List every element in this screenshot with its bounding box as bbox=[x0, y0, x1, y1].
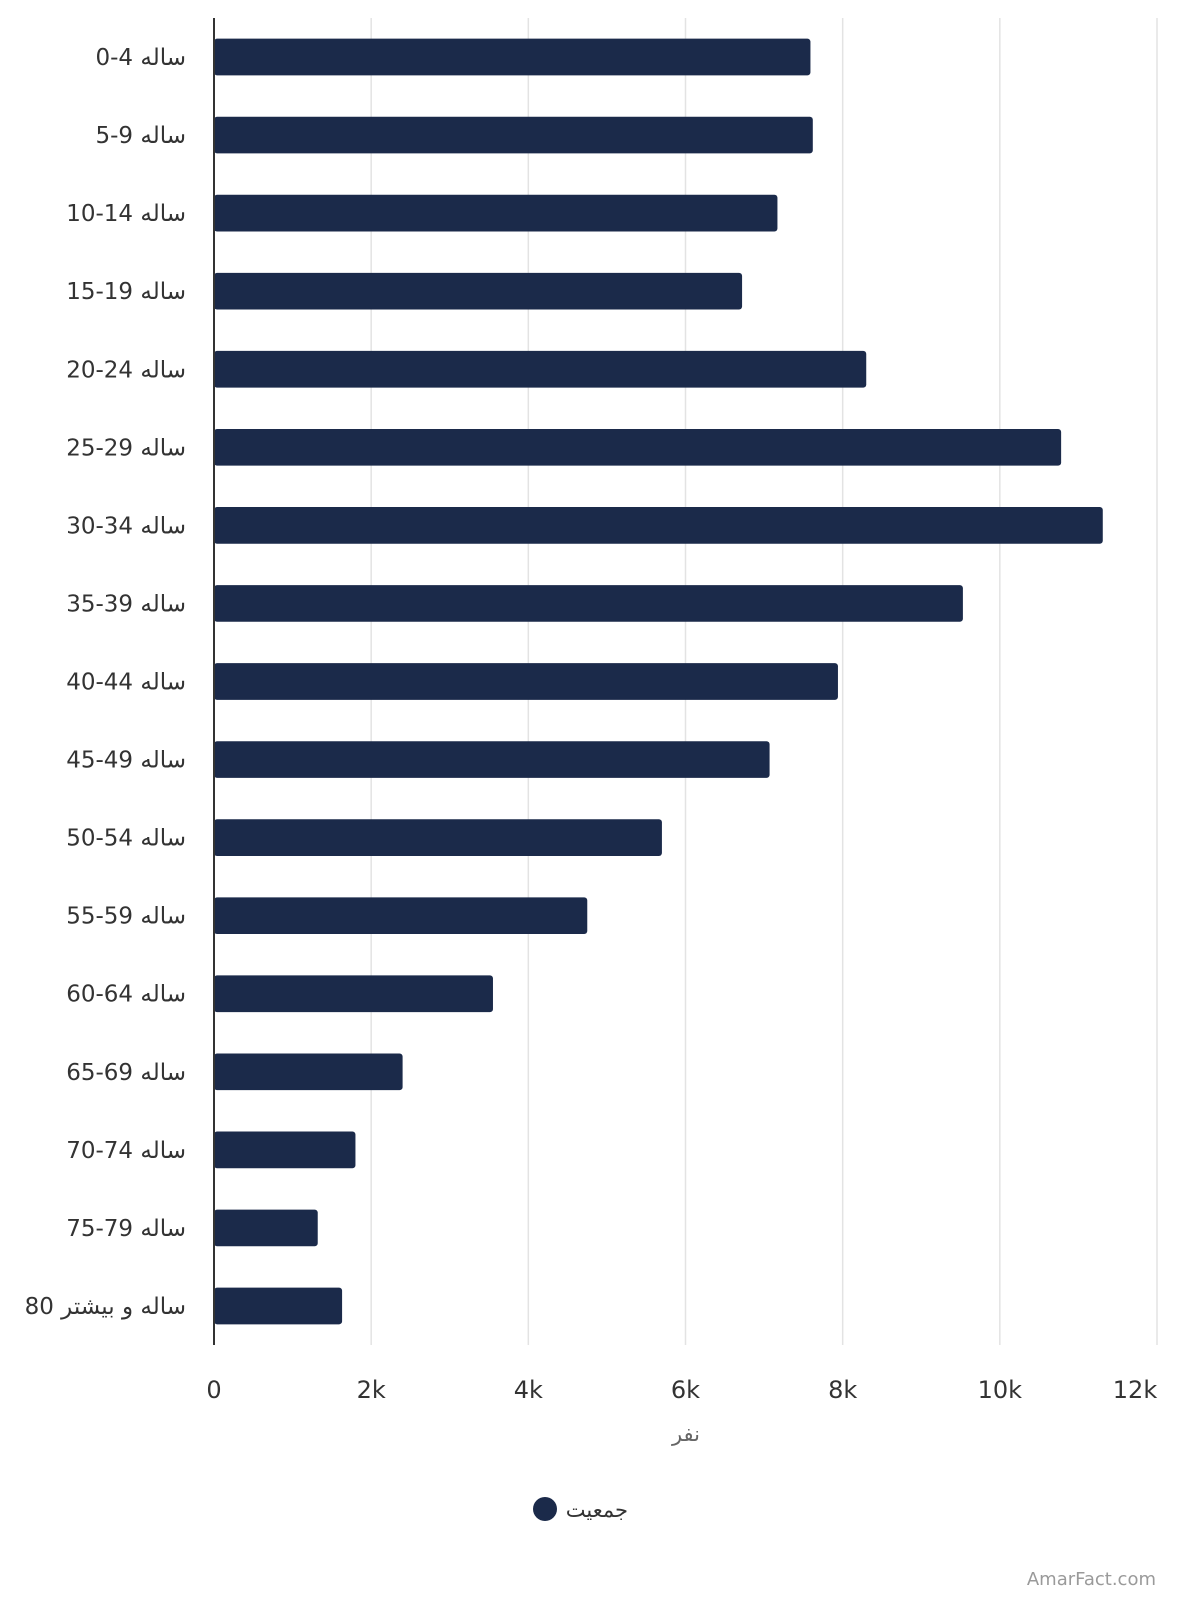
category-label: 70-74 ساله bbox=[66, 1138, 186, 1164]
bar[interactable] bbox=[214, 585, 963, 622]
category-label: 15-19 ساله bbox=[66, 279, 186, 305]
category-label: 10-14 ساله bbox=[66, 201, 186, 227]
bar[interactable] bbox=[214, 741, 770, 778]
category-label: 30-34 ساله bbox=[66, 513, 186, 539]
category-label: 5-9 ساله bbox=[95, 123, 186, 149]
bar[interactable] bbox=[214, 975, 493, 1013]
category-label: 20-24 ساله bbox=[66, 357, 186, 383]
bar[interactable] bbox=[214, 663, 838, 700]
bar[interactable] bbox=[214, 116, 813, 154]
watermark: AmarFact.com bbox=[1027, 1569, 1156, 1590]
bar[interactable] bbox=[214, 507, 1103, 544]
bar[interactable] bbox=[214, 350, 867, 388]
category-label: 80 ساله و بیشتر bbox=[25, 1294, 186, 1320]
category-label: 0-4 ساله bbox=[95, 45, 186, 71]
category-label: 65-69 ساله bbox=[66, 1060, 186, 1086]
bar[interactable] bbox=[214, 1287, 343, 1325]
legend-label: جمعیت bbox=[566, 1498, 628, 1522]
bar[interactable] bbox=[214, 819, 662, 856]
bars bbox=[214, 38, 1103, 1325]
bar[interactable] bbox=[214, 428, 1062, 466]
category-labels: 0-4 ساله 5-9 ساله 10-14 ساله 15-19 ساله 20-2… bbox=[25, 45, 186, 1320]
bar[interactable] bbox=[214, 1053, 403, 1091]
category-label: 45-49 ساله bbox=[66, 748, 186, 774]
category-label: 55-59 ساله bbox=[66, 904, 186, 930]
x-tick-label: 0 bbox=[206, 1376, 221, 1404]
bar[interactable] bbox=[214, 1131, 356, 1169]
x-axis-title: نفر bbox=[671, 1422, 700, 1446]
category-label: 75-79 ساله bbox=[66, 1216, 186, 1242]
category-label: 60-64 ساله bbox=[66, 982, 186, 1008]
x-tick-label: 2k bbox=[357, 1376, 386, 1404]
category-label: 25-29 ساله bbox=[66, 435, 186, 461]
legend[interactable]: جمعیت bbox=[533, 1497, 628, 1522]
x-tick-label: 6k bbox=[671, 1376, 700, 1404]
legend-marker-icon bbox=[533, 1497, 557, 1521]
x-tick-labels: 0 2k 4k 6k 8k 10k 12k bbox=[206, 1376, 1157, 1404]
bar[interactable] bbox=[214, 1209, 318, 1247]
x-tick-label: 12k bbox=[1113, 1376, 1158, 1404]
bar[interactable] bbox=[214, 194, 778, 232]
bar[interactable] bbox=[214, 38, 811, 76]
x-tick-label: 8k bbox=[828, 1376, 857, 1404]
bar[interactable] bbox=[214, 272, 743, 310]
category-label: 35-39 ساله bbox=[66, 591, 186, 617]
x-tick-label: 4k bbox=[514, 1376, 543, 1404]
category-label: 40-44 ساله bbox=[66, 670, 186, 696]
bar[interactable] bbox=[214, 897, 588, 935]
x-tick-label: 10k bbox=[978, 1376, 1023, 1404]
category-label: 50-54 ساله bbox=[66, 826, 186, 852]
